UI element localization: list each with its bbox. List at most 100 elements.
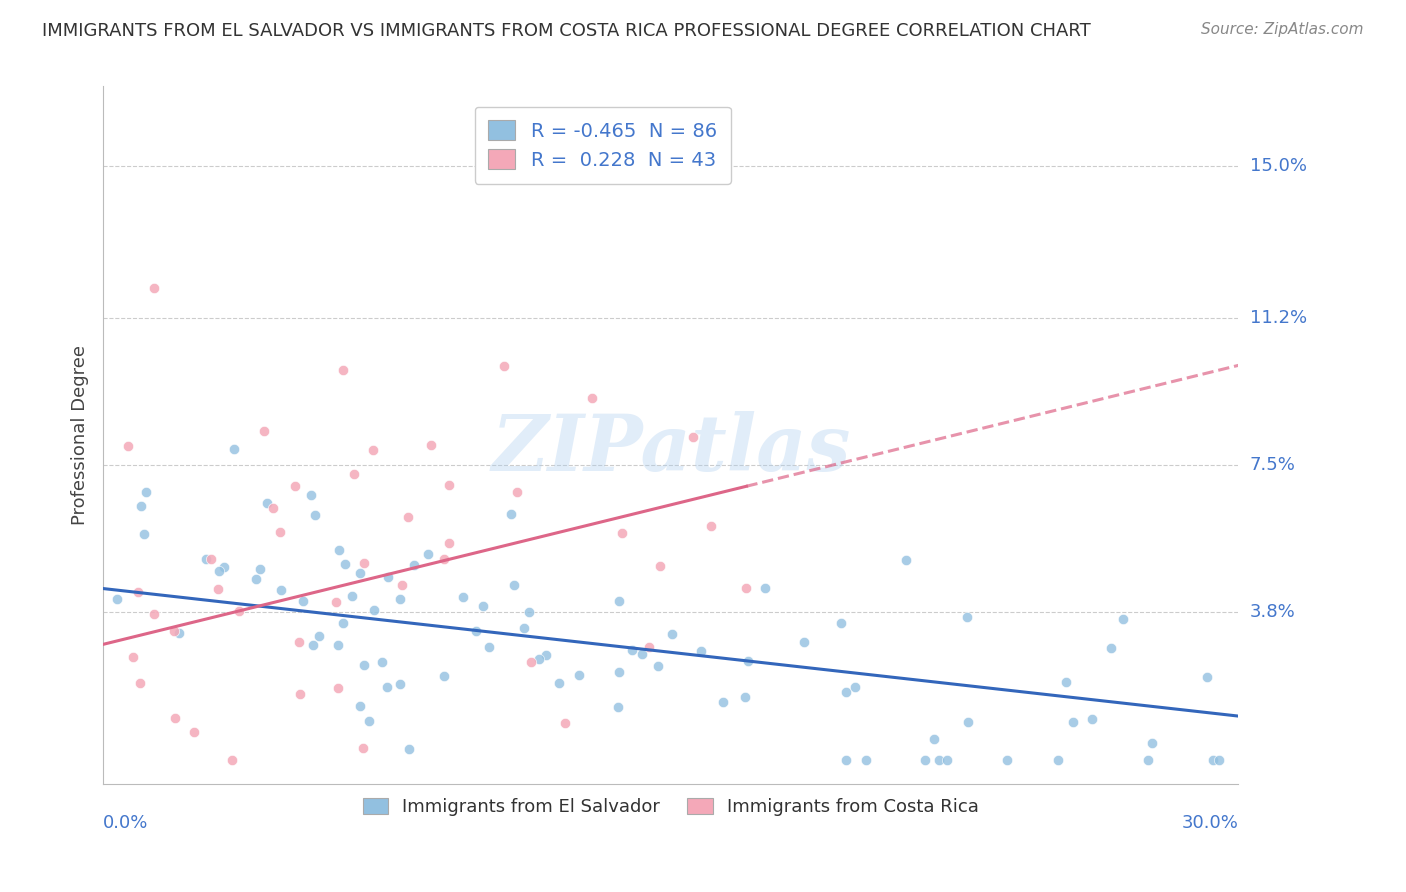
Point (167, 626, 190, 640)
Point (581, 391, 603, 405)
Point (132, 527, 155, 541)
Point (326, 681, 349, 695)
Point (194, 551, 217, 566)
Point (471, 599, 494, 613)
Point (228, 604, 250, 618)
Point (335, 557, 357, 571)
Point (734, 690, 756, 705)
Point (129, 499, 152, 513)
Point (370, 655, 392, 669)
Text: 30.0%: 30.0% (1181, 814, 1239, 832)
Point (737, 654, 759, 668)
Point (835, 753, 858, 767)
Point (1054, 674, 1077, 689)
Point (352, 740, 374, 755)
Point (142, 281, 165, 295)
Point (661, 627, 683, 641)
Point (208, 564, 231, 578)
Point (353, 658, 375, 673)
Point (388, 591, 411, 606)
Point (734, 581, 756, 595)
Point (249, 562, 271, 576)
Point (375, 680, 398, 694)
Point (548, 675, 571, 690)
Point (896, 552, 918, 566)
Point (1112, 611, 1135, 625)
Point (492, 359, 515, 374)
Point (391, 578, 413, 592)
Point (638, 640, 661, 654)
Point (1047, 753, 1070, 767)
Text: 0.0%: 0.0% (103, 814, 149, 832)
Point (269, 524, 291, 539)
Point (256, 496, 278, 510)
Point (620, 643, 643, 657)
Point (451, 590, 474, 604)
Point (288, 687, 311, 701)
Point (520, 656, 543, 670)
Point (332, 616, 354, 631)
Point (1081, 712, 1104, 726)
Point (418, 547, 440, 561)
Point (326, 638, 349, 652)
Point (631, 648, 654, 662)
Point (349, 566, 371, 580)
Point (343, 467, 366, 482)
Point (420, 438, 443, 452)
Point (855, 753, 877, 767)
Point (465, 624, 488, 638)
Point (222, 442, 245, 456)
Point (607, 665, 630, 679)
Point (647, 658, 669, 673)
Point (437, 536, 460, 550)
Point (127, 585, 149, 599)
Point (439, 478, 461, 492)
Point (162, 624, 184, 638)
Point (135, 484, 157, 499)
Point (288, 635, 311, 649)
Point (612, 526, 634, 541)
Point (1208, 753, 1230, 767)
Point (682, 429, 704, 443)
Point (830, 616, 852, 631)
Point (844, 680, 866, 694)
Point (754, 581, 776, 595)
Point (340, 589, 363, 603)
Point (935, 753, 957, 767)
Text: ZIPatlas: ZIPatlas (491, 411, 851, 487)
Point (200, 552, 222, 566)
Point (1197, 670, 1219, 684)
Point (957, 715, 980, 730)
Point (700, 519, 723, 533)
Point (299, 488, 322, 502)
Point (568, 668, 591, 682)
Point (711, 695, 734, 709)
Point (995, 753, 1018, 767)
Point (922, 732, 945, 747)
Point (221, 753, 243, 767)
Point (183, 724, 205, 739)
Y-axis label: Professional Degree: Professional Degree (72, 345, 89, 525)
Point (914, 753, 936, 767)
Point (328, 543, 350, 558)
Point (398, 742, 420, 756)
Text: IMMIGRANTS FROM EL SALVADOR VS IMMIGRANTS FROM COSTA RICA PROFESSIONAL DEGREE CO: IMMIGRANTS FROM EL SALVADOR VS IMMIGRANT… (42, 22, 1091, 40)
Text: 3.8%: 3.8% (1250, 604, 1295, 622)
Point (253, 424, 276, 438)
Point (349, 698, 371, 713)
Point (835, 684, 858, 698)
Point (363, 603, 385, 617)
Text: 15.0%: 15.0% (1250, 157, 1306, 175)
Point (304, 508, 326, 523)
Point (433, 552, 456, 566)
Point (1062, 715, 1084, 730)
Point (517, 605, 540, 619)
Point (332, 363, 354, 377)
Point (105, 591, 128, 606)
Point (606, 699, 628, 714)
Point (377, 570, 399, 584)
Point (270, 583, 292, 598)
Legend: Immigrants from El Salvador, Immigrants from Costa Rica: Immigrants from El Salvador, Immigrants … (356, 791, 986, 823)
Point (478, 640, 501, 655)
Point (609, 594, 631, 608)
